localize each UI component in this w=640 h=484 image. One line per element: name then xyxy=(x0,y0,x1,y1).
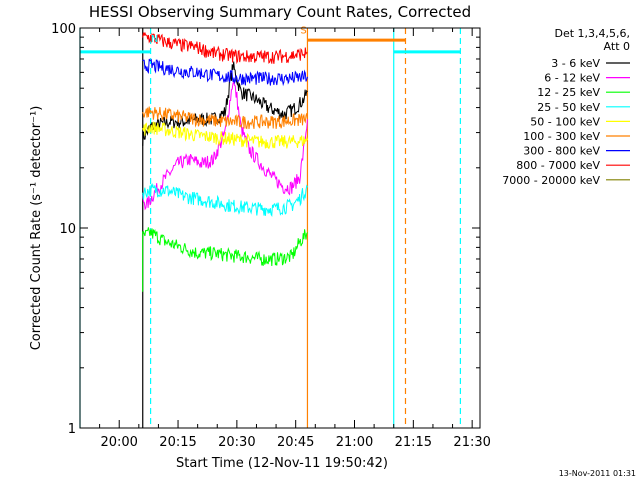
x-tick-label: 20:00 xyxy=(100,435,137,450)
plot-area: N S 1 10 100 20:00 20:15 20:30 20:45 21:00 21:15 21… xyxy=(51,22,491,450)
legend-label-100-300-kev: 100 - 300 keV xyxy=(523,130,600,143)
flag-marker-label: N xyxy=(151,34,158,45)
legend-label-12-25-kev: 12 - 25 keV xyxy=(537,86,600,99)
x-tick-label: 20:30 xyxy=(218,435,255,450)
flag-marker-label: S xyxy=(300,25,306,36)
series-line-50-100-kev xyxy=(142,121,308,150)
legend-label-3-6-kev: 3 - 6 keV xyxy=(551,57,600,70)
x-tick-label: 21:30 xyxy=(453,435,490,450)
legend-label-25-50-kev: 25 - 50 keV xyxy=(537,101,600,114)
x-axis-label: Start Time (12-Nov-11 19:50:42) xyxy=(176,456,388,471)
x-tick-label: 20:15 xyxy=(159,435,196,450)
x-tick-label: 20:45 xyxy=(277,435,314,450)
series-line-300-800-kev xyxy=(142,58,308,87)
y-tick-label: 10 xyxy=(59,222,76,237)
y-axis-label: Corrected Count Rate (s⁻¹ detector⁻¹) xyxy=(29,106,44,351)
series-line-25-50-kev xyxy=(142,182,308,218)
y-tick-label: 100 xyxy=(51,22,76,37)
chart-title: HESSI Observing Summary Count Rates, Cor… xyxy=(89,3,471,21)
legend-title-line1: Det 1,3,4,5,6, xyxy=(554,27,630,40)
legend-label-6-12-kev: 6 - 12 keV xyxy=(544,72,600,85)
legend-label-800-7000-kev: 800 - 7000 keV xyxy=(516,159,600,172)
legend-title-line2: Att 0 xyxy=(604,40,630,53)
legend-label-7000-20000-kev: 7000 - 20000 keV xyxy=(502,174,600,187)
x-tick-label: 21:00 xyxy=(336,435,373,450)
footer-date: 13-Nov-2011 01:31 xyxy=(559,469,636,478)
series-line-3-6-kev xyxy=(142,61,308,146)
y-tick-label: 1 xyxy=(68,422,76,437)
series-line-100-300-kev xyxy=(142,106,308,130)
series-line-12-25-kev xyxy=(142,227,308,292)
legend-label-300-800-kev: 300 - 800 keV xyxy=(523,145,600,158)
series-line-800-7000-kev xyxy=(142,32,308,65)
legend: Det 1,3,4,5,6, Att 0 3 - 6 keV 6 - 12 keV… xyxy=(502,27,630,187)
series-line-6-12-kev xyxy=(142,80,308,211)
x-tick-label: 21:15 xyxy=(395,435,432,450)
legend-label-50-100-kev: 50 - 100 keV xyxy=(530,115,600,128)
